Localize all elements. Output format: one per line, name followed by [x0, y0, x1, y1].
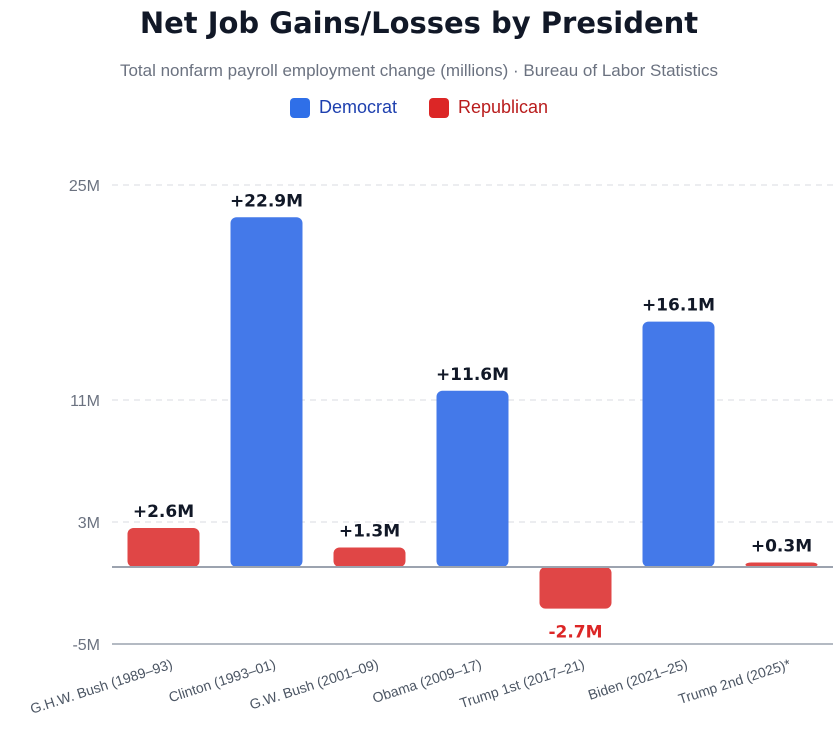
- legend-label-democrat: Democrat: [318, 97, 397, 117]
- legend-item-democrat[interactable]: Democrat: [289, 97, 397, 118]
- bar-4: [539, 567, 612, 609]
- legend-swatch-democrat: [289, 97, 310, 118]
- bar-2: [333, 547, 406, 567]
- x-tick-label-0: G.H.W. Bush (1989–93): [28, 656, 174, 717]
- bar-1: [230, 217, 303, 567]
- legend-label-republican: Republican: [457, 97, 549, 117]
- y-tick-label-1: 11M: [70, 393, 100, 410]
- bar-5: [642, 321, 715, 567]
- y-tick-label-2: 3M: [78, 515, 100, 532]
- value-label-4: -2.7M: [548, 623, 602, 643]
- chart-legend: Democrat Republican: [0, 97, 838, 118]
- bar-0: [127, 528, 200, 567]
- value-label-2: +1.3M: [339, 522, 400, 542]
- value-label-1: +22.9M: [230, 191, 303, 211]
- value-label-5: +16.1M: [642, 296, 715, 316]
- y-tick-label-3: -5M: [72, 637, 100, 654]
- x-tick-label-5: Biden (2021–25): [586, 656, 689, 703]
- value-label-0: +2.6M: [133, 502, 194, 522]
- value-label-6: +0.3M: [751, 537, 812, 557]
- chart-title: Net Job Gains/Losses by President: [139, 6, 699, 40]
- x-tick-label-6: Trump 2nd (2025)*: [676, 655, 793, 707]
- value-label-3: +11.6M: [436, 365, 509, 385]
- y-tick-label-0: 25M: [69, 178, 100, 195]
- bar-6: [745, 562, 818, 567]
- bar-3: [436, 390, 509, 567]
- legend-swatch-republican: [428, 97, 449, 118]
- chart-subtitle: Total nonfarm payroll employment change …: [119, 61, 719, 80]
- legend-item-republican[interactable]: Republican: [428, 97, 549, 118]
